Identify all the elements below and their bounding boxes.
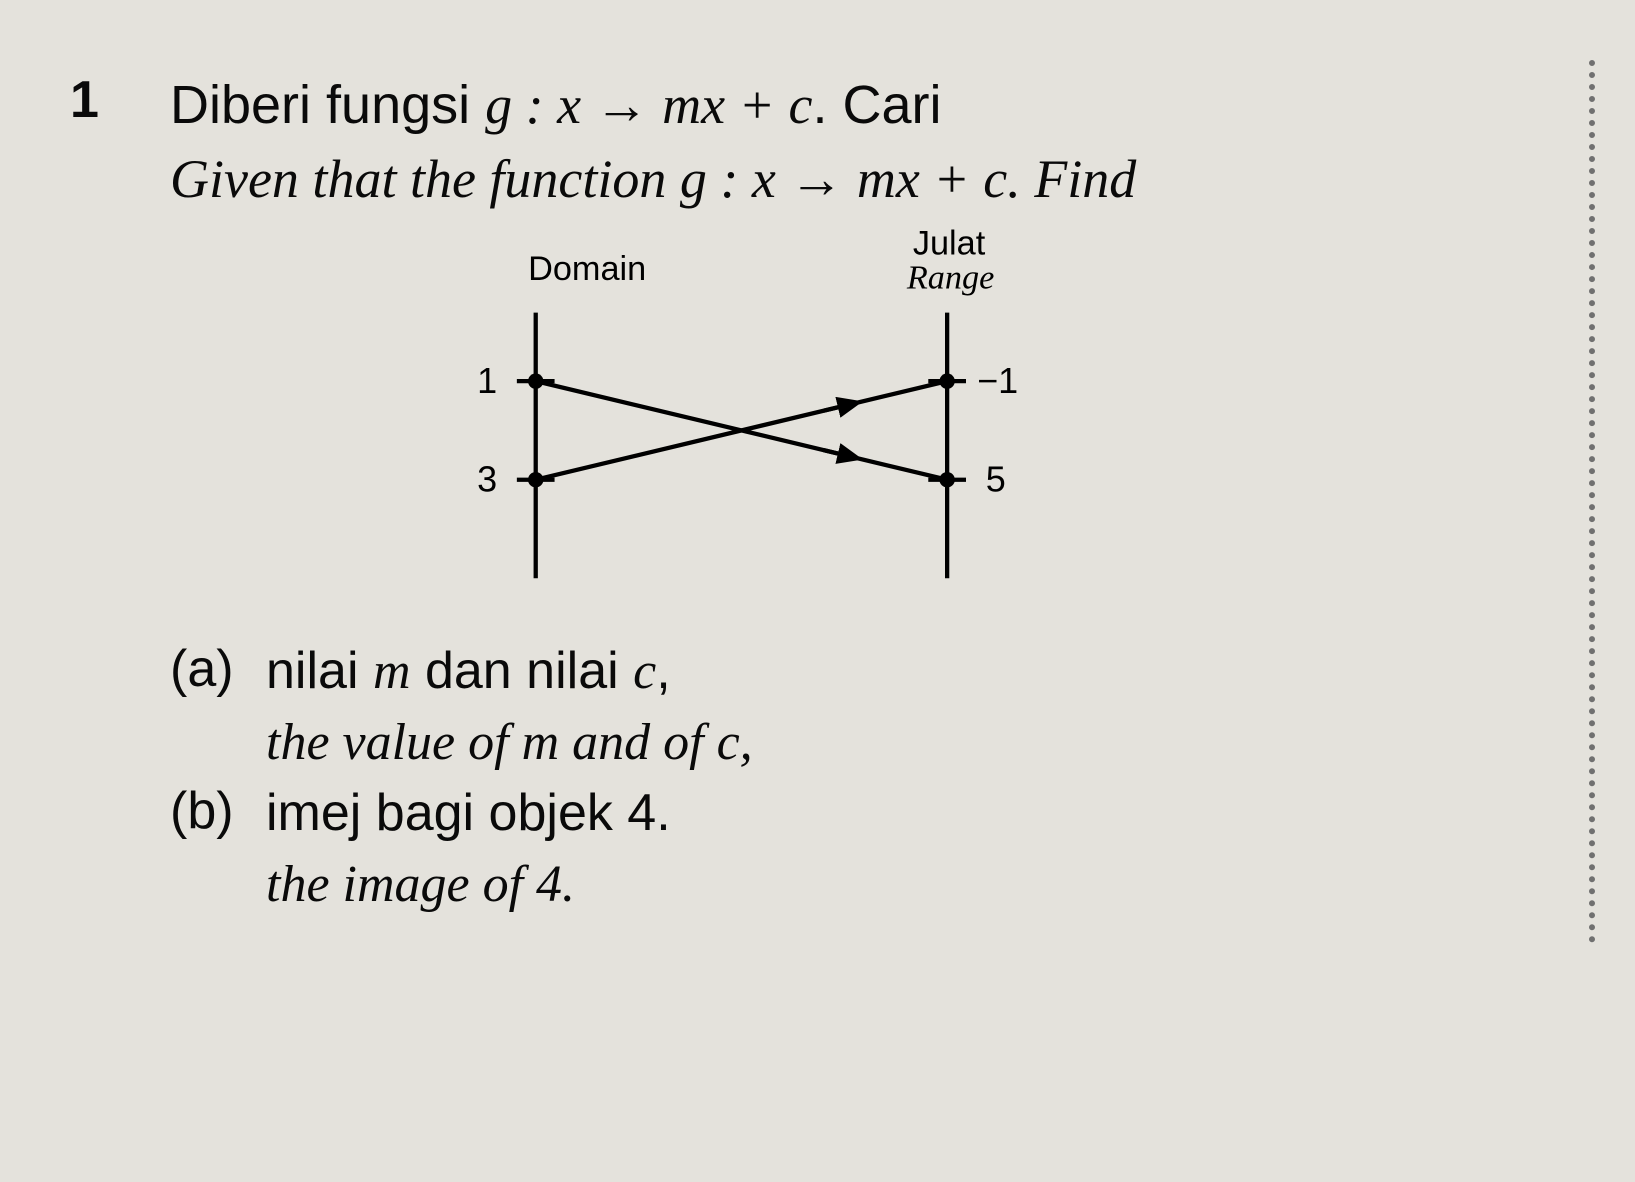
question-line-english: Given that the function g : x → mx + c. … xyxy=(170,144,1410,214)
svg-text:3: 3 xyxy=(477,459,497,500)
part-a-malay: nilai m dan nilai c, xyxy=(266,639,671,704)
question-line-malay: Diberi fungsi g : x → mx + c. Cari xyxy=(170,70,1410,140)
mapping-svg: DomainJulatRange13−15 xyxy=(340,244,1160,604)
part-b: (b) imej bagi objek 4. xyxy=(170,781,1410,846)
line1-suffix: . Cari xyxy=(812,75,941,135)
mapping-diagram: DomainJulatRange13−15 xyxy=(340,244,1410,609)
parts: (a) nilai m dan nilai c, the value of m … xyxy=(170,639,1410,917)
part-a-label: (a) xyxy=(170,639,248,699)
svg-text:1: 1 xyxy=(477,361,497,402)
part-b-malay: imej bagi objek 4. xyxy=(266,781,671,846)
svg-text:−1: −1 xyxy=(977,361,1018,402)
page-content: 1 Diberi fungsi g : x → mx + c. Cari Giv… xyxy=(0,0,1635,983)
right-dotted-border xyxy=(1589,60,1595,943)
line2-function: g : x → mx + c xyxy=(680,149,1007,209)
part-b-english: the image of 4. xyxy=(266,852,1410,917)
question-body: Diberi fungsi g : x → mx + c. Cari Given… xyxy=(170,70,1410,917)
part-b-label: (b) xyxy=(170,781,248,841)
part-a-english: the value of m and of c, xyxy=(266,710,1410,775)
svg-text:Julat: Julat xyxy=(913,225,986,263)
line1-function: g : x → mx + c xyxy=(485,75,812,135)
line1-prefix: Diberi fungsi xyxy=(170,75,485,135)
line2-prefix: Given that the function xyxy=(170,149,680,209)
question-number: 1 xyxy=(70,70,99,130)
svg-text:Domain: Domain xyxy=(528,250,646,288)
part-a: (a) nilai m dan nilai c, xyxy=(170,639,1410,704)
line2-suffix: . Find xyxy=(1007,149,1136,209)
svg-text:5: 5 xyxy=(986,459,1006,500)
svg-text:Range: Range xyxy=(906,259,995,297)
